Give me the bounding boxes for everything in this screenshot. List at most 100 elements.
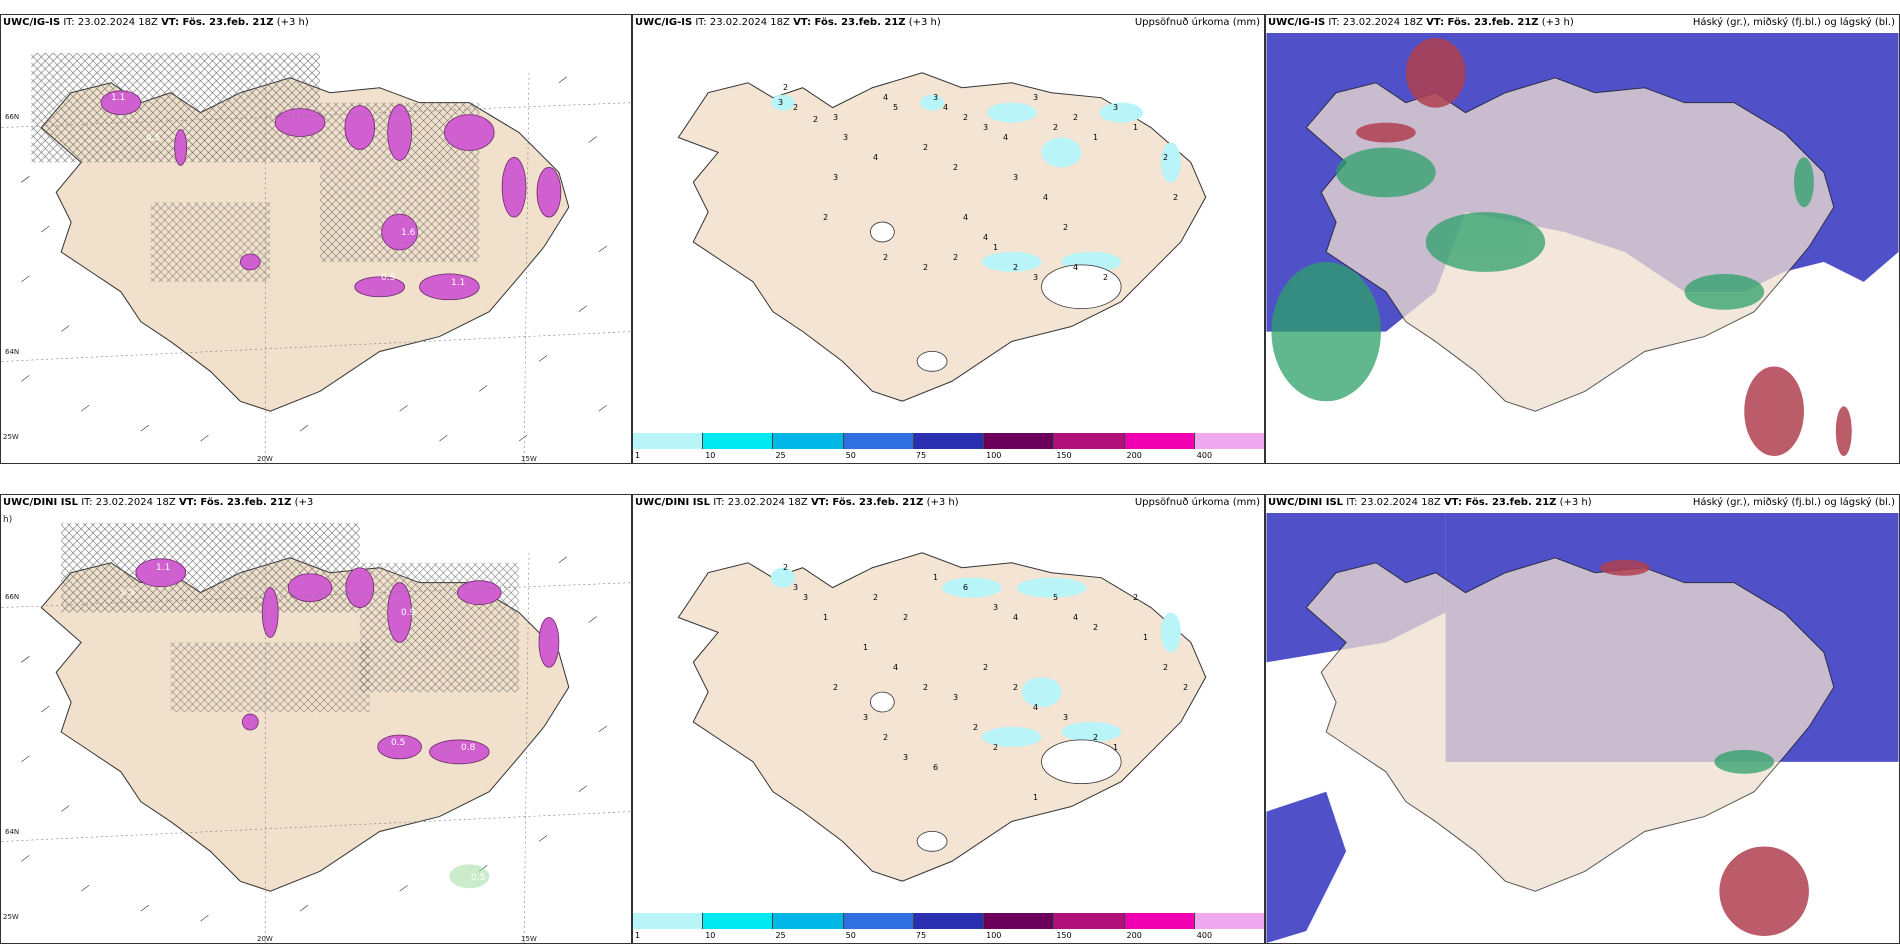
- colorbar-tick: 100: [986, 931, 1002, 940]
- model-name: UWC/IG-IS: [1268, 17, 1326, 28]
- precip-value: 5: [1053, 593, 1059, 602]
- field-title: Uppsöfnuð úrkoma (mm): [1134, 497, 1260, 508]
- snow-contour-label: 1.1: [111, 93, 126, 103]
- precip-value: 2: [783, 83, 789, 92]
- white-gaps: [869, 221, 1122, 372]
- precip-value: 2: [1073, 113, 1079, 122]
- colorbar-swatch: [773, 433, 844, 449]
- valid-time: VT: Fös. 23.feb. 21Z: [1443, 497, 1557, 508]
- precip-value: 2: [923, 143, 929, 152]
- snow-contour-label: 0.5: [471, 873, 486, 883]
- precip-value: 3: [1033, 273, 1039, 282]
- model-name: UWC/IG-IS: [3, 17, 61, 28]
- precip-value: 4: [1033, 703, 1039, 712]
- colorbar-swatch: [984, 913, 1055, 929]
- precip-value: 3: [1013, 173, 1019, 182]
- precip-value: 2: [953, 163, 959, 172]
- colorbar-swatch: [1054, 433, 1125, 449]
- colorbar: 1 10 25 50 75 100 150 200 400: [633, 913, 1264, 943]
- map-canvas[interactable]: h) 66N 64N 20W 15W 25W 1.1 0.5 0.9 0.5 0.8 0.…: [1, 513, 631, 943]
- init-time: IT: 23.02.2024 18Z: [63, 17, 158, 28]
- precip-value: 2: [1183, 683, 1189, 692]
- valid-time: VT: Fös. 23.feb. 21Z: [161, 17, 274, 28]
- colorbar-tick: 25: [775, 451, 786, 460]
- colorbar-swatch: [984, 433, 1055, 449]
- precip-value: 1: [1093, 133, 1099, 142]
- colorbar-tick: 200: [1126, 451, 1142, 460]
- lon-label-20: 20W: [257, 935, 273, 943]
- precip-value: 2: [923, 263, 929, 272]
- lead-time: (+3 h): [926, 497, 959, 508]
- colorbar-tick: 25: [775, 931, 786, 940]
- precip-value: 2: [1093, 733, 1099, 742]
- precip-value: 2: [1053, 123, 1059, 132]
- snow-contour-label: 0.5: [146, 133, 161, 143]
- colorbar-swatch: [843, 913, 914, 929]
- precip-value: 1: [1033, 793, 1039, 802]
- field-title: Háský (gr.), miðský (fj.bl.) og lágský (…: [1692, 497, 1895, 508]
- map-canvas[interactable]: [1266, 513, 1899, 943]
- precip-value: 2: [813, 115, 819, 124]
- colorbar-swatch: [913, 913, 985, 929]
- valid-time: VT: Fös. 23.feb. 21Z: [178, 497, 292, 508]
- colorbar-swatch: [703, 433, 774, 449]
- init-time: IT: 23.02.2024 18Z: [1328, 17, 1423, 28]
- cloud-map: [1266, 513, 1899, 943]
- colorbar-tick: 10: [705, 451, 716, 460]
- panel-bottom-left: UWC/DINI ISL IT: 23.02.2024 18Z VT: Fös.…: [0, 494, 632, 944]
- panel-header: UWC/DINI ISL IT: 23.02.2024 18Z VT: Fös.…: [1266, 495, 1899, 513]
- model-name: UWC/DINI ISL: [3, 497, 79, 508]
- colorbar-swatch: [1124, 433, 1195, 449]
- precip-value: 4: [1003, 133, 1009, 142]
- lon-label-15: 15W: [521, 455, 537, 463]
- precip-value: 2: [1133, 593, 1139, 602]
- iceland-landmass: [677, 552, 1207, 882]
- init-time: IT: 23.02.2024 18Z: [713, 497, 808, 508]
- colorbar-swatch: [1194, 913, 1264, 929]
- precip-value: 4: [883, 93, 889, 102]
- snow-contour-label: 1.6: [401, 228, 416, 238]
- snow-blobs: [100, 90, 562, 301]
- lead-time-cont: h): [3, 515, 13, 525]
- precip-value: 2: [983, 663, 989, 672]
- colorbar-swatch: [1124, 913, 1195, 929]
- init-time: IT: 23.02.2024 18Z: [1346, 497, 1441, 508]
- precip-value: 3: [833, 113, 839, 122]
- iceland-landmass: [1305, 77, 1835, 412]
- precip-value: 4: [1073, 613, 1079, 622]
- panel-header: UWC/IG-IS IT: 23.02.2024 18Z VT: Fös. 23…: [1266, 15, 1899, 33]
- panel-header: UWC/DINI ISL IT: 23.02.2024 18Z VT: Fös.…: [1, 495, 631, 513]
- precip-value: 5: [893, 103, 899, 112]
- precip-value: 4: [983, 233, 989, 242]
- colorbar-tick: 50: [845, 451, 856, 460]
- colorbar-tick: 150: [1056, 931, 1072, 940]
- lon-label-15: 15W: [521, 935, 537, 943]
- precip-value: 2: [833, 683, 839, 692]
- map-canvas[interactable]: 66N 64N 20W 15W 25W 1.1 0.5 1.6 0.5 1.1: [1, 33, 631, 463]
- precip-value: 2: [873, 593, 879, 602]
- snow-contour-label: 0.9: [401, 608, 416, 618]
- precip-value: 2: [1013, 683, 1019, 692]
- precip-value: 2: [783, 563, 789, 572]
- wind-barbs: [21, 76, 607, 442]
- map-canvas[interactable]: [1266, 33, 1899, 463]
- model-name: UWC/DINI ISL: [635, 497, 711, 508]
- lon-label-20: 20W: [257, 455, 273, 463]
- precip-value: 6: [963, 583, 969, 592]
- model-name: UWC/DINI ISL: [1268, 497, 1344, 508]
- precip-value: 3: [793, 583, 799, 592]
- colorbar-tick: 1: [635, 931, 641, 940]
- snow-contour-label: 1.1: [156, 563, 171, 573]
- colorbar-tick: 10: [705, 931, 716, 940]
- precip-value: 1: [1113, 743, 1119, 752]
- precip-value: 3: [843, 133, 849, 142]
- precip-value: 2: [1163, 153, 1169, 162]
- panel-top-left: UWC/IG-IS IT: 23.02.2024 18Z VT: Fös. 23…: [0, 14, 632, 464]
- precip-value: 2: [823, 213, 829, 222]
- precip-value: 1: [863, 643, 869, 652]
- colorbar: 1 10 25 50 75 100 150 200 400: [633, 433, 1264, 463]
- colorbar-swatch: [633, 433, 704, 449]
- precip-value: 4: [1073, 263, 1079, 272]
